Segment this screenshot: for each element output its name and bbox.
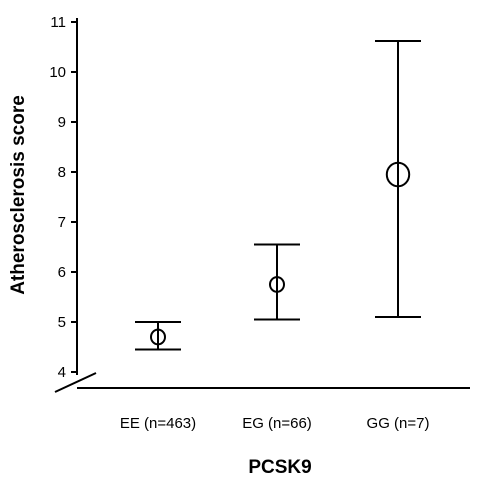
x-category-label: GG (n=7) <box>367 415 430 432</box>
y-tick-label: 8 <box>58 164 66 181</box>
y-tick-label: 11 <box>50 14 66 31</box>
axes <box>54 18 470 393</box>
mean-point <box>385 161 411 188</box>
axis-break-mark <box>54 372 97 393</box>
mean-point <box>150 328 166 346</box>
x-category-label: EG (n=66) <box>242 415 312 432</box>
x-category-labels: EE (n=463) EG (n=66) GG (n=7) <box>120 415 430 432</box>
y-axis-title: Atherosclerosis score <box>8 95 29 295</box>
x-category-label: EE (n=463) <box>120 415 196 432</box>
mean-point <box>269 276 285 293</box>
y-tick-label: 4 <box>58 364 66 381</box>
x-axis-title: PCSK9 <box>248 457 311 478</box>
y-tick-label: 6 <box>58 264 66 281</box>
y-ticks: 4 5 6 7 8 9 10 11 <box>49 14 77 381</box>
y-tick-label: 10 <box>49 64 66 81</box>
error-bars <box>135 40 421 351</box>
y-tick-label: 5 <box>58 314 66 331</box>
y-tick-label: 7 <box>58 214 66 231</box>
y-tick-label: 9 <box>58 114 66 131</box>
